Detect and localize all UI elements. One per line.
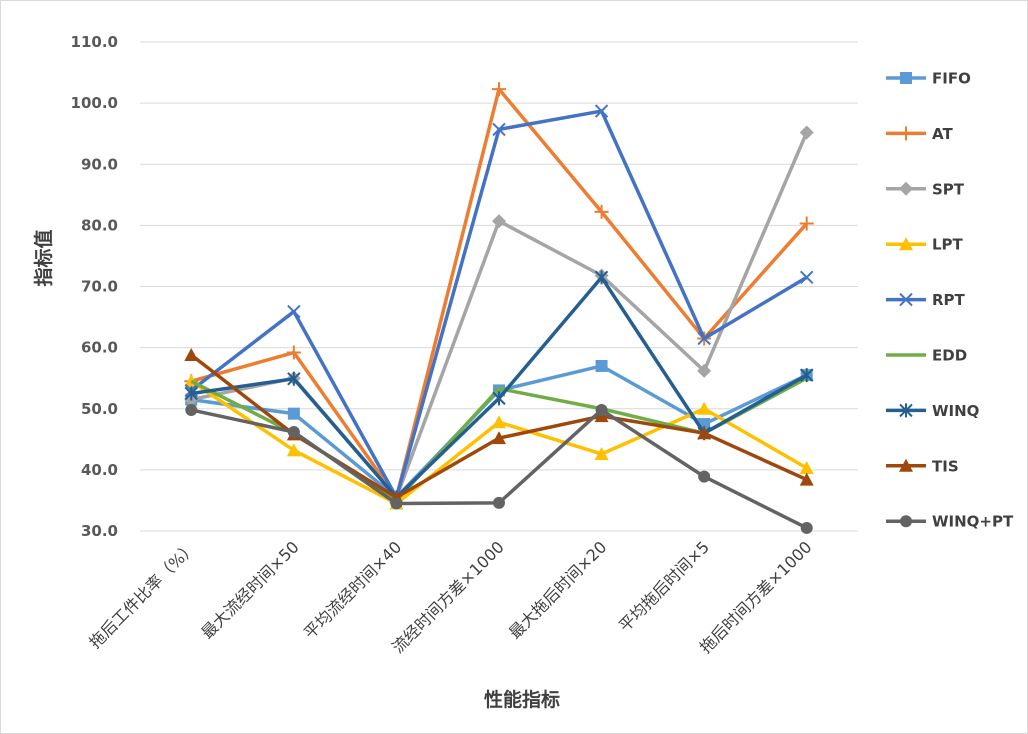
legend-marker xyxy=(900,515,912,528)
legend-label: SPT xyxy=(932,180,965,198)
data-point xyxy=(594,270,609,285)
legend-item: AT xyxy=(886,125,953,143)
legend-marker xyxy=(899,403,913,418)
legend-marker xyxy=(899,292,913,307)
data-point xyxy=(287,304,301,319)
legend-marker xyxy=(899,237,913,251)
data-point xyxy=(594,446,609,460)
legend-item: FIFO xyxy=(886,70,971,88)
data-point xyxy=(184,386,198,401)
data-point xyxy=(799,125,814,140)
y-tick-label: 40.0 xyxy=(81,461,118,479)
legend-marker xyxy=(899,181,913,196)
legend-item: WINQ+PT xyxy=(886,513,1014,531)
data-point xyxy=(800,368,814,383)
legend-label: RPT xyxy=(932,291,966,309)
data-point xyxy=(799,216,814,231)
legend-item: LPT xyxy=(886,236,964,254)
data-point xyxy=(799,461,814,475)
y-tick-label: 50.0 xyxy=(81,400,118,418)
data-point xyxy=(594,104,609,118)
data-point xyxy=(492,415,506,429)
data-point xyxy=(390,497,403,510)
data-point xyxy=(492,431,506,445)
data-point xyxy=(595,359,608,372)
y-tick-label: 80.0 xyxy=(81,216,118,234)
legend-label: EDD xyxy=(932,347,967,365)
data-point xyxy=(595,403,608,416)
data-point xyxy=(185,403,198,416)
legend-item: WINQ xyxy=(886,402,979,420)
data-point xyxy=(287,371,301,386)
data-point xyxy=(286,345,301,360)
y-tick-label: 30.0 xyxy=(81,522,118,540)
y-tick-label: 110.0 xyxy=(71,33,118,51)
series-winq-pt xyxy=(185,403,813,534)
legend-marker xyxy=(900,72,912,84)
y-tick-label: 100.0 xyxy=(71,94,118,112)
legend-item: RPT xyxy=(886,291,966,309)
x-axis-title: 性能指标 xyxy=(484,688,560,711)
data-point xyxy=(492,214,506,229)
data-point xyxy=(697,331,711,346)
legend-label: AT xyxy=(932,125,953,143)
legend-label: TIS xyxy=(932,457,959,475)
data-point xyxy=(698,470,711,483)
data-point xyxy=(697,426,712,440)
y-tick-label: 70.0 xyxy=(81,278,118,296)
y-tick-label: 60.0 xyxy=(81,339,118,357)
legend-label: LPT xyxy=(932,236,964,254)
data-point xyxy=(493,496,505,509)
legend-marker xyxy=(899,126,913,141)
legend-label: WINQ+PT xyxy=(932,513,1014,531)
data-point xyxy=(287,425,300,438)
legend-item: SPT xyxy=(886,180,965,198)
data-point xyxy=(594,204,609,219)
data-point xyxy=(287,407,300,420)
legend-marker xyxy=(899,458,913,472)
y-tick-label: 90.0 xyxy=(81,155,118,173)
data-point xyxy=(697,401,712,415)
data-point xyxy=(492,82,506,97)
data-point xyxy=(799,472,814,486)
data-point xyxy=(697,363,712,378)
legend-label: WINQ xyxy=(932,402,979,420)
data-point xyxy=(800,270,814,285)
legend-label: FIFO xyxy=(932,70,971,88)
legend-item: TIS xyxy=(886,457,959,475)
data-point xyxy=(286,443,301,457)
y-axis-title: 指标值 xyxy=(32,229,55,286)
data-point xyxy=(184,347,199,361)
data-point xyxy=(800,521,813,534)
data-point xyxy=(492,122,506,137)
data-point xyxy=(492,391,506,406)
legend-item: EDD xyxy=(886,347,967,365)
